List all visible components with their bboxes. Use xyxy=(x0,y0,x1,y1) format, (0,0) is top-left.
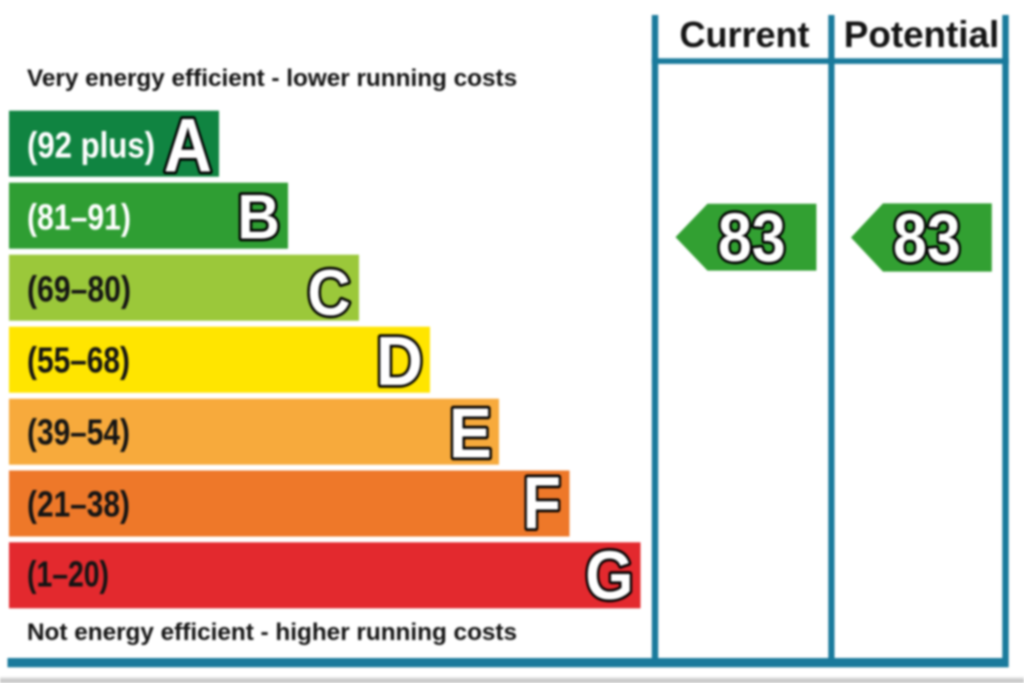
svg-text:Current: Current xyxy=(679,14,809,55)
svg-text:Potential: Potential xyxy=(844,14,999,55)
svg-text:(1–20): (1–20) xyxy=(27,554,109,595)
svg-text:B: B xyxy=(237,182,280,252)
svg-text:(21–38): (21–38) xyxy=(27,484,130,525)
svg-text:(55–68): (55–68) xyxy=(27,340,130,381)
svg-text:(81–91): (81–91) xyxy=(27,197,131,238)
svg-text:(39–54): (39–54) xyxy=(27,412,130,453)
svg-text:83: 83 xyxy=(718,199,786,276)
svg-text:83: 83 xyxy=(893,199,961,276)
svg-text:Not energy efficient - higher: Not energy efficient - higher running co… xyxy=(27,619,517,646)
svg-text:D: D xyxy=(376,323,423,401)
svg-text:F: F xyxy=(523,462,561,545)
svg-text:(69–80): (69–80) xyxy=(27,269,131,310)
svg-text:Very energy efficient - lower: Very energy efficient - lower running co… xyxy=(27,65,517,92)
svg-text:C: C xyxy=(307,257,350,330)
svg-text:(92 plus): (92 plus) xyxy=(27,125,155,166)
svg-text:A: A xyxy=(164,104,212,189)
svg-text:G: G xyxy=(585,537,633,614)
svg-text:E: E xyxy=(449,395,492,473)
